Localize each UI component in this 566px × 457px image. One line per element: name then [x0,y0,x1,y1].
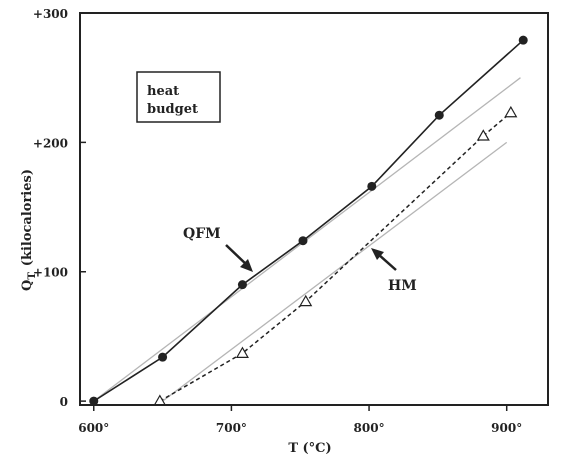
svg-text:QT(kilocalories): QT (kilocalories) [20,169,38,291]
x-axis-title: T (°C) [288,441,331,456]
legend-box-line-2: budget [147,102,198,117]
data-point-qfm [434,110,444,120]
x-tick-label: 700° [216,421,247,435]
hm-annotation: HM [371,248,417,294]
data-point-qfm [298,236,308,246]
data-point-qfm [158,352,168,362]
y-axis-title: QT (kilocalories) [20,169,38,291]
qfm-arrow-shaft [225,244,249,267]
qfm-label: QFM [183,226,221,242]
data-point-qfm [237,280,247,290]
data-point-hm [235,346,249,358]
data-point-qfm [518,35,528,45]
qfm-annotation: QFM [183,226,253,272]
plot-frame [79,12,549,406]
legend-box-line-1: heat [147,84,179,99]
y-axis-title-symbol: Q [20,280,35,291]
y-axis-title-subscript: T [27,272,38,280]
y-tick-label: +200 [33,136,68,150]
hm-label: HM [388,278,417,294]
series-line-hm [159,112,512,402]
hm-arrow-shaft [377,253,397,271]
x-tick-label: 800° [354,421,385,435]
data-point-hm [476,129,490,141]
legend-box: heat budget [136,71,221,123]
axes: 600° 700° 800° 900° 0 +100 +200 +300 [33,7,549,435]
data-point-hm [504,105,518,118]
data-markers [89,35,528,406]
reference-line [162,141,508,402]
x-tick-label: 900° [491,421,522,435]
data-point-qfm [89,396,99,406]
y-tick-label: 0 [60,395,68,409]
legend-box-frame [136,71,221,123]
data-point-hm [299,294,313,307]
data-point-qfm [367,181,377,191]
y-tick-label: +300 [33,7,68,21]
x-tick-label: 600° [78,421,109,435]
y-tick-label: +100 [33,266,68,280]
qfm-arrow-head [240,259,253,272]
hm-arrow-head [371,248,384,260]
y-axis-title-units: (kilocalories) [20,169,35,266]
